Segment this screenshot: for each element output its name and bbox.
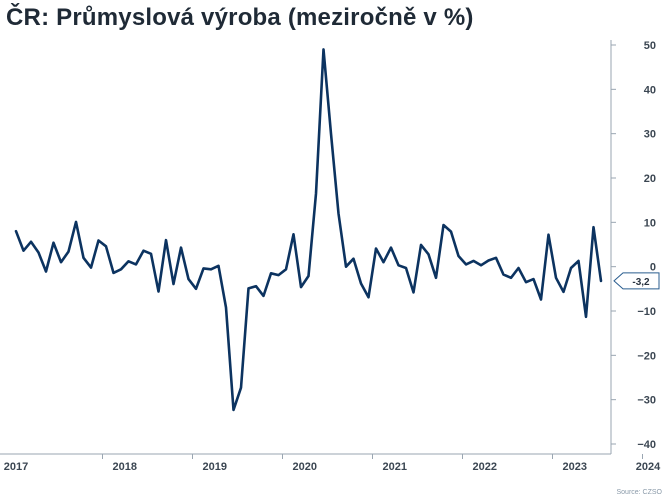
y-tick-label: −20	[637, 350, 656, 362]
y-tick-label: 40	[644, 84, 656, 96]
x-tick-label: 2022	[473, 461, 497, 473]
y-tick-label: 10	[644, 217, 656, 229]
y-tick-label: −10	[637, 306, 656, 318]
y-tick-label: 50	[644, 40, 656, 52]
y-tick-label: −40	[637, 439, 656, 451]
y-tick-label: 30	[644, 129, 656, 141]
y-tick-label: 0	[650, 262, 656, 274]
series-line	[14, 48, 603, 412]
last-value-callout	[613, 272, 660, 290]
x-tick-label: 2020	[293, 461, 317, 473]
source-note: Source: CZSO	[616, 489, 662, 496]
axes: 50 40 30 20 10 0 −10 −20 −30 −40 2017 2018 2019 2020 2…	[0, 40, 661, 473]
x-tick-label: 2017	[4, 461, 28, 473]
chart-title: ČR: Průmyslová výroba (meziročně v %)	[6, 4, 474, 31]
x-tick-label: 2023	[563, 461, 587, 473]
plot-area: -3,2	[14, 48, 660, 412]
y-tick-label: 20	[644, 173, 656, 185]
x-tick-label: 2019	[203, 461, 227, 473]
x-tick-label: 2024	[636, 461, 661, 473]
x-tick-label: 2018	[113, 461, 137, 473]
last-value-label: -3,2	[632, 277, 650, 288]
y-tick-label: −30	[637, 395, 656, 407]
x-tick-label: 2021	[383, 461, 407, 473]
